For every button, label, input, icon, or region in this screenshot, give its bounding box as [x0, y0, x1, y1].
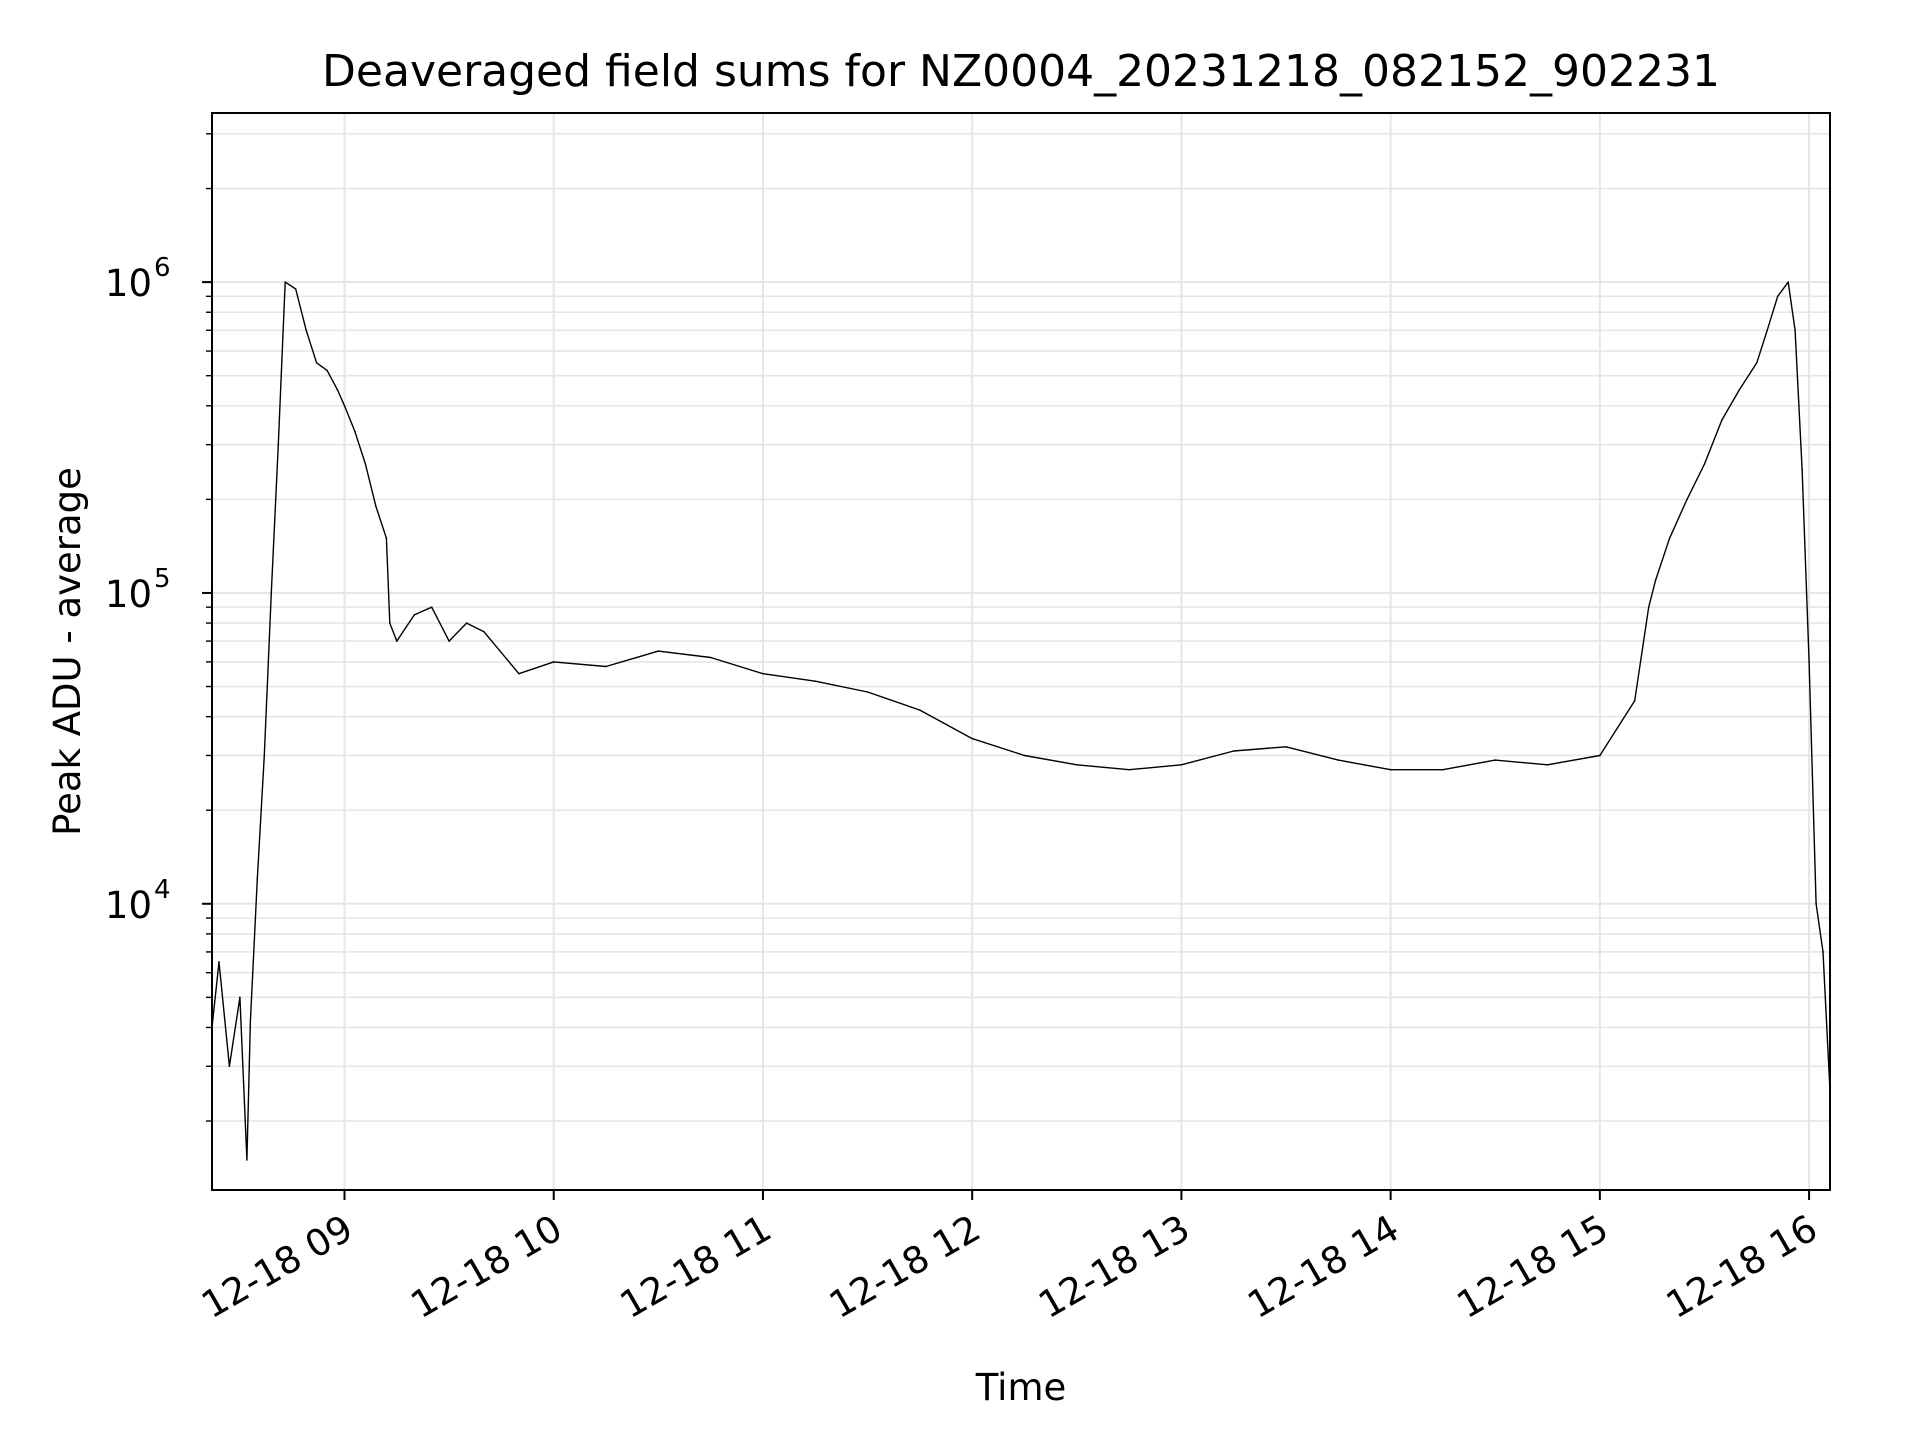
series-line — [211, 281, 1831, 1161]
data-point — [1654, 579, 1657, 581]
data-point — [1546, 764, 1549, 766]
data-point — [249, 1020, 252, 1022]
data-point — [657, 650, 660, 652]
data-point — [1738, 389, 1741, 391]
data-point — [1721, 419, 1723, 421]
data-point — [814, 680, 817, 682]
data-point — [919, 709, 921, 711]
data-point — [1822, 951, 1824, 953]
y-tick-exponent: 6 — [154, 253, 171, 283]
data-point — [413, 614, 416, 616]
data-point — [284, 281, 287, 283]
data-point — [270, 592, 273, 594]
data-point — [1787, 281, 1789, 283]
data-point — [1633, 699, 1636, 702]
data-point — [1232, 750, 1235, 752]
data-point — [1389, 768, 1392, 771]
data-point — [1494, 759, 1496, 761]
data-point — [1023, 754, 1026, 757]
data-point — [465, 622, 468, 624]
data-point — [483, 631, 485, 633]
data-point — [1668, 537, 1671, 539]
data-point — [709, 656, 712, 659]
data-point — [239, 996, 241, 999]
data-point — [396, 640, 398, 642]
plot-frame — [211, 112, 1831, 1191]
data-point — [605, 665, 607, 668]
data-point — [1337, 759, 1340, 761]
y-tick-label: 10 — [105, 884, 152, 927]
data-point — [1285, 746, 1287, 748]
data-point — [1766, 329, 1768, 332]
y-tick-exponent: 4 — [154, 875, 171, 905]
y-tick-label: 10 — [105, 573, 152, 616]
data-point — [1756, 362, 1758, 364]
data-point — [1794, 329, 1796, 332]
data-point — [1442, 768, 1444, 771]
data-point — [448, 640, 450, 642]
y-tick-label: 10 — [105, 262, 152, 305]
data-point — [430, 606, 433, 608]
y-tick-exponent: 5 — [154, 564, 171, 594]
data-point — [294, 288, 297, 290]
data-point — [1686, 498, 1688, 501]
grid-lines — [212, 113, 1830, 1190]
series-group — [211, 281, 1831, 1161]
x-axis-label: Time — [975, 1366, 1067, 1409]
chart-title: Deaveraged field sums for NZ0004_2023121… — [322, 46, 1720, 97]
data-point — [762, 672, 764, 675]
data-point — [1180, 764, 1183, 766]
data-point — [336, 389, 339, 391]
data-point — [1128, 768, 1130, 771]
data-point — [218, 961, 220, 963]
data-point — [1703, 463, 1706, 465]
data-point — [1076, 764, 1078, 766]
data-point — [354, 431, 356, 433]
data-point — [1776, 295, 1779, 298]
data-point — [263, 754, 266, 757]
data-point — [277, 443, 280, 446]
y-axis-label: Peak ADU - average — [46, 467, 89, 836]
data-point — [866, 691, 869, 693]
data-point — [389, 622, 391, 624]
data-point — [305, 329, 308, 332]
data-point — [1647, 606, 1650, 608]
data-point — [343, 405, 346, 407]
data-point — [1815, 903, 1817, 905]
data-point — [552, 661, 555, 663]
data-point — [1808, 661, 1810, 663]
data-point — [971, 737, 973, 740]
data-point — [246, 1159, 248, 1161]
data-point — [326, 369, 328, 372]
data-point — [518, 672, 520, 675]
data-point — [375, 505, 377, 508]
data-point — [385, 537, 388, 539]
data-point — [1801, 468, 1803, 471]
data-point — [364, 463, 367, 465]
data-point — [256, 878, 259, 880]
data-point — [315, 362, 318, 364]
data-point — [228, 1065, 231, 1068]
data-point — [1599, 754, 1601, 757]
